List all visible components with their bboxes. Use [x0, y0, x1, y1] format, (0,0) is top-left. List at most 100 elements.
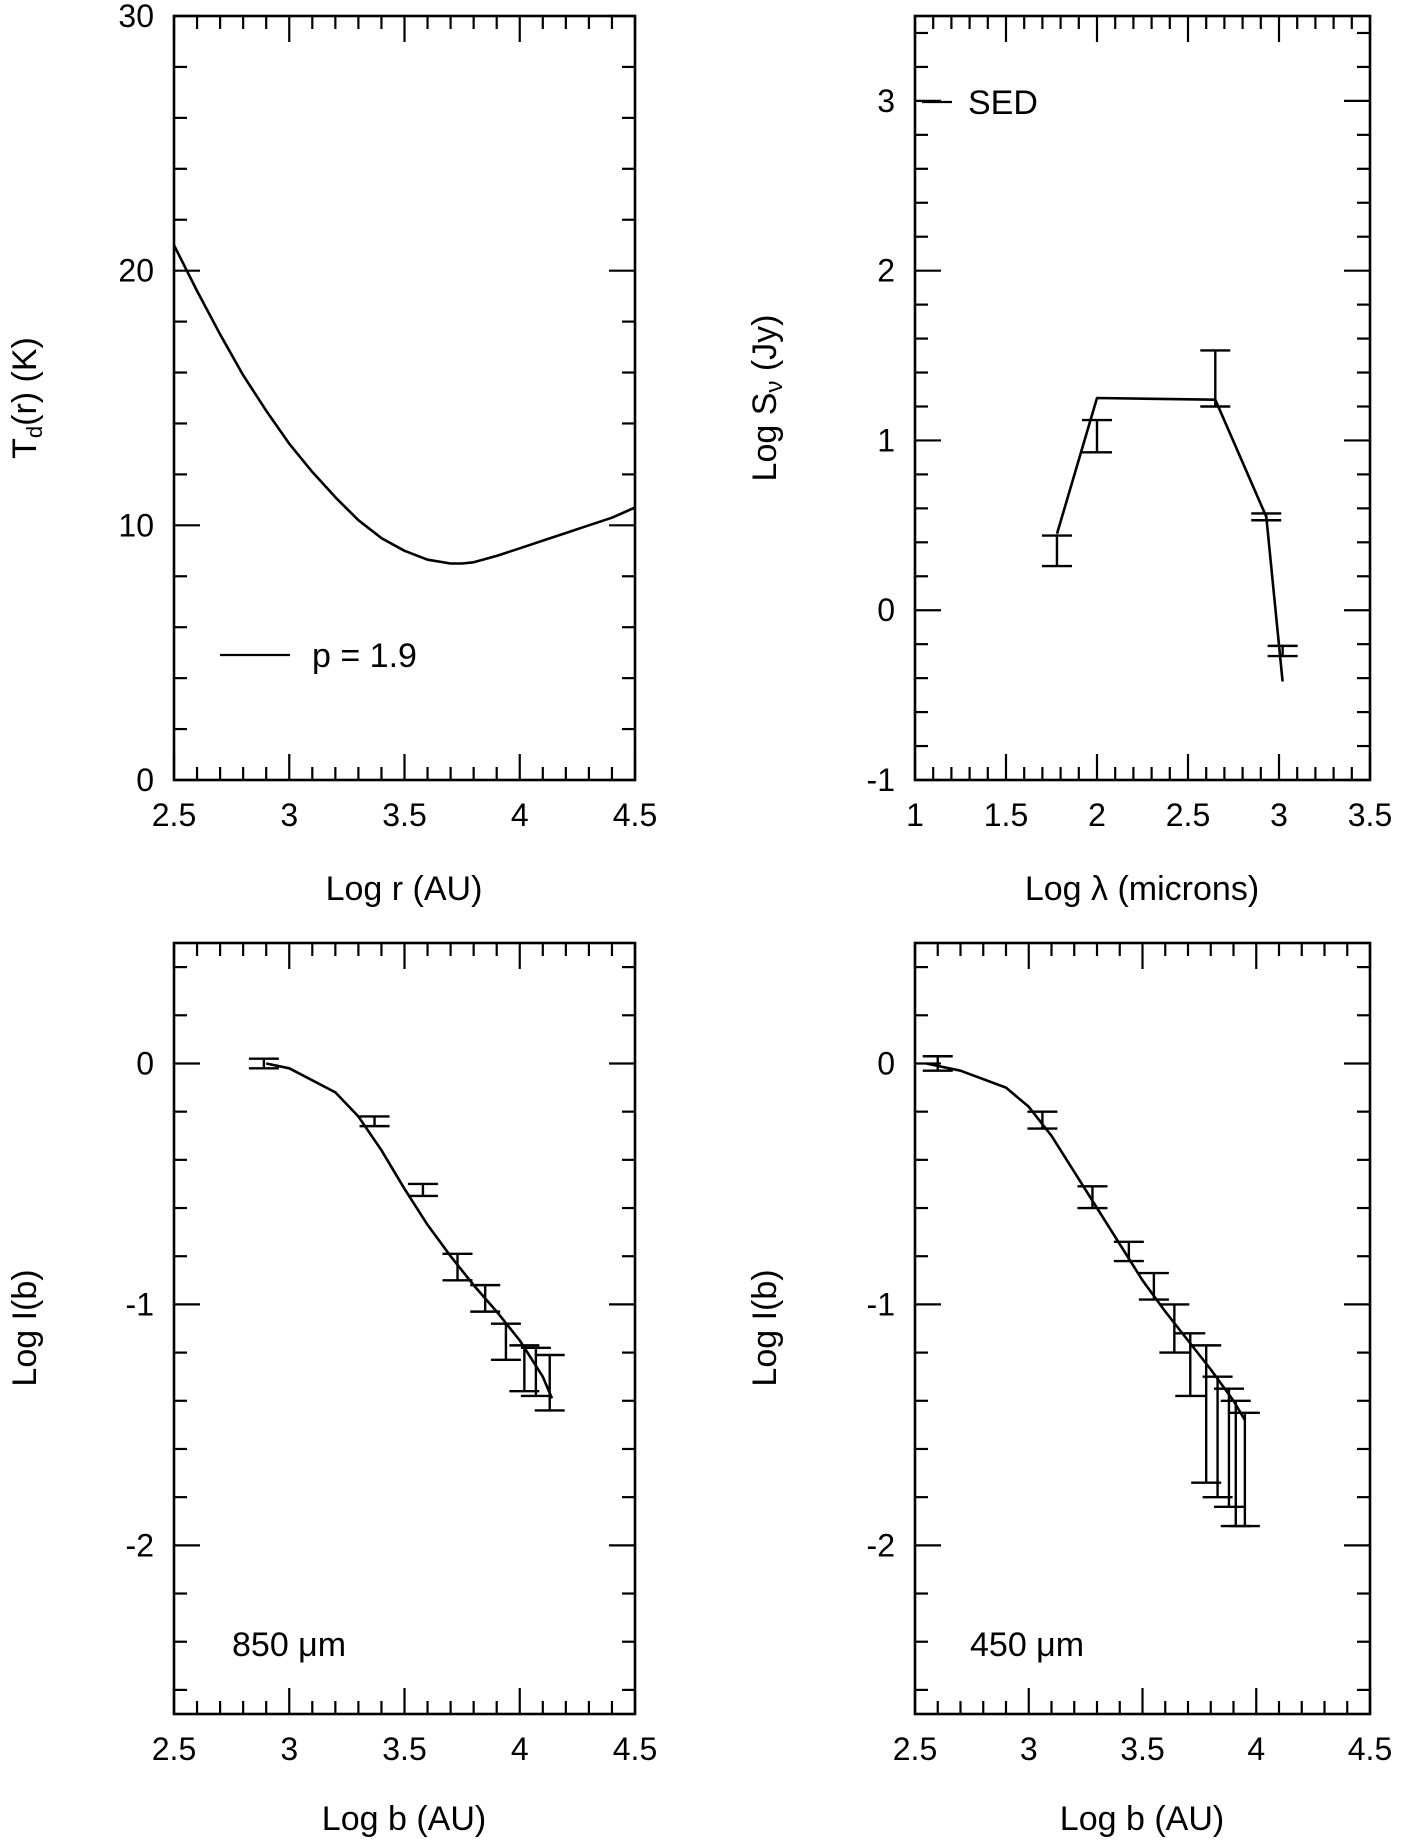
y-tick-labels: -2 -1 0 [126, 1045, 154, 1563]
error-bar [470, 1283, 501, 1313]
y-tick-label: 30 [118, 0, 154, 34]
x-tick-label: 3 [280, 1731, 298, 1767]
y-axis-label: Td(r) (K) [6, 337, 47, 459]
y-axis-label: Log I(b) [6, 1269, 44, 1386]
series-line [926, 1062, 1247, 1421]
y-tick-label: 0 [136, 1045, 154, 1081]
y-tick-labels: 0 10 20 30 [118, 0, 154, 798]
y-tick-label: 10 [118, 507, 154, 543]
y-tick-label: 20 [118, 253, 154, 289]
x-tick-label: 3.5 [1120, 1731, 1164, 1767]
y-tick-label: 0 [136, 762, 154, 798]
temperature-panel: 2.5 3 3.5 4 4.5 0 10 20 30 Log r (AU) Td(r) (K)… [6, 0, 657, 908]
error-bar [509, 1344, 540, 1393]
legend: SED [922, 84, 1038, 122]
y-tick-label: 1 [877, 422, 895, 458]
x-tick-labels: 2.5 3 3.5 4 4.5 [893, 1731, 1392, 1767]
y-axis-label-rest: (r) (K) [6, 337, 44, 426]
error-bar [407, 1182, 438, 1198]
tick-marks [913, 16, 1372, 782]
x-tick-label: 2 [1088, 797, 1106, 833]
x-tick-label: 3 [1270, 797, 1288, 833]
x-tick-label: 4 [511, 797, 529, 833]
data-marks [1041, 349, 1298, 682]
x-tick-label: 4.5 [1348, 1731, 1392, 1767]
error-bar [442, 1252, 473, 1282]
x-tick-label: 4 [1247, 1731, 1265, 1767]
y-tick-label: -1 [867, 762, 895, 798]
x-tick-label: 3.5 [382, 1731, 426, 1767]
x-tick-label: 4 [511, 1731, 529, 1767]
error-bar [359, 1115, 390, 1128]
error-bar [1113, 1240, 1144, 1263]
tick-marks [172, 14, 637, 782]
x-tick-label: 1.5 [984, 797, 1028, 833]
wavelength-annotation: 850 μm [232, 1626, 346, 1664]
y-tick-label: 3 [877, 83, 895, 119]
error-bar [534, 1353, 565, 1412]
y-tick-label: -2 [867, 1527, 895, 1563]
error-bar [1138, 1271, 1169, 1301]
error-bar [1191, 1344, 1222, 1484]
x-tick-label: 2.5 [152, 1731, 196, 1767]
y-tick-label: 0 [877, 1045, 895, 1081]
error-bar [490, 1322, 521, 1362]
x-tick-label: 2.5 [1166, 797, 1210, 833]
y-axis-label-main: Log S [746, 393, 784, 482]
y-axis-label-sub: ν [761, 381, 788, 393]
series-line [172, 244, 636, 565]
data-marks [248, 1057, 565, 1412]
x-tick-label: 3 [280, 797, 298, 833]
y-axis-label: Log I(b) [746, 1269, 784, 1386]
y-axis-label-sub: d [22, 426, 47, 438]
y-axis-label: Log Sν (Jy) [746, 315, 788, 482]
x-tick-label: 3.5 [1348, 797, 1392, 833]
x-axis-label: Log b (AU) [322, 1800, 486, 1838]
x-tick-label: 4.5 [613, 1731, 657, 1767]
error-bar [1213, 1387, 1244, 1508]
x-tick-labels: 1 1.5 2 2.5 3 3.5 [906, 797, 1392, 833]
y-axis-label-rest: (Jy) [746, 315, 784, 381]
error-bar [1077, 1185, 1108, 1210]
plot-frame [172, 941, 637, 1716]
data-marks [172, 244, 636, 565]
x-axis-label: Log λ (microns) [1025, 870, 1259, 908]
x-axis-label: Log b (AU) [1060, 1800, 1224, 1838]
error-bar [922, 1055, 953, 1072]
error-bar [1229, 1411, 1260, 1528]
y-tick-labels: -1 0 1 2 3 [867, 83, 895, 798]
error-bar [1267, 644, 1298, 658]
legend-label: SED [968, 84, 1038, 122]
error-bar [1175, 1332, 1206, 1398]
x-tick-label: 3.5 [382, 797, 426, 833]
error-bar [1082, 418, 1112, 454]
plot-frame [913, 941, 1372, 1716]
x-axis-label: Log r (AU) [326, 870, 483, 908]
x-tick-label: 2.5 [893, 1731, 937, 1767]
error-bar [1159, 1303, 1190, 1354]
legend-label: p = 1.9 [312, 637, 417, 675]
error-bar [1041, 534, 1072, 568]
series-line [265, 1062, 554, 1399]
legend: p = 1.9 [220, 637, 417, 675]
x-tick-label: 2.5 [152, 797, 196, 833]
x-tick-label: 1 [906, 797, 924, 833]
tick-marks [913, 943, 1372, 1714]
profile-850-panel: 2.5 3 3.5 4 4.5 -2 -1 0 Log b (AU) Log I(b) 85… [6, 941, 657, 1838]
plot-frame [913, 14, 1372, 782]
error-bar [248, 1057, 279, 1070]
profile-450-panel: 2.5 3 3.5 4 4.5 -2 -1 0 Log b (AU) Log I(b) 45… [746, 941, 1392, 1838]
sed-panel: 1 1.5 2 2.5 3 3.5 -1 0 1 2 3 Log λ (microns) Log … [746, 14, 1392, 908]
x-tick-labels: 2.5 3 3.5 4 4.5 [152, 1731, 657, 1767]
y-tick-label: -2 [126, 1527, 154, 1563]
y-tick-label: -1 [126, 1286, 154, 1322]
error-bar [1202, 1375, 1233, 1499]
error-bar [1027, 1110, 1058, 1130]
wavelength-annotation: 450 μm [970, 1626, 1084, 1664]
x-tick-label: 3 [1020, 1731, 1038, 1767]
y-tick-label: -1 [867, 1286, 895, 1322]
y-tick-label: 2 [877, 253, 895, 289]
x-tick-labels: 2.5 3 3.5 4 4.5 [152, 797, 657, 833]
series-line [1055, 396, 1284, 682]
